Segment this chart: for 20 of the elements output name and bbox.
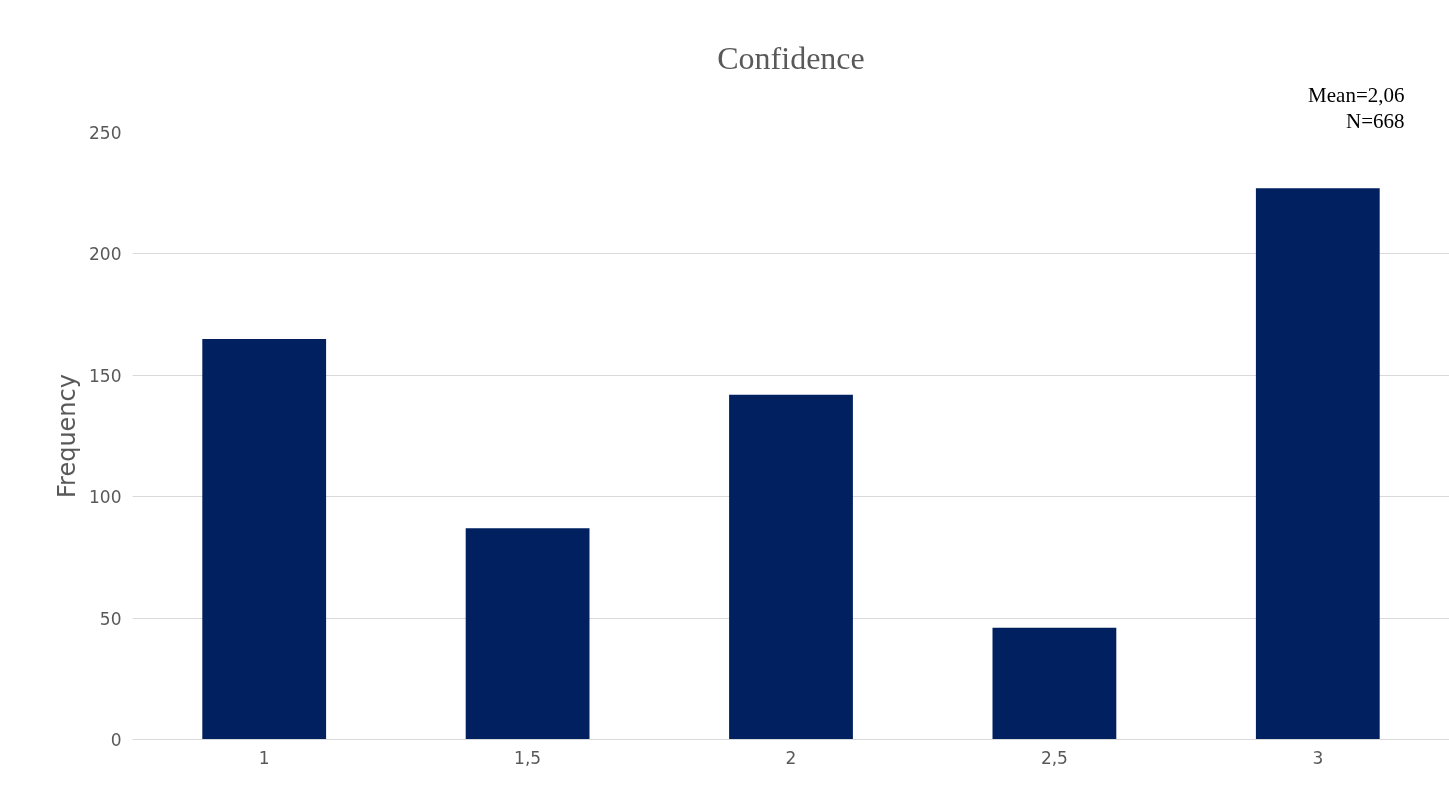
bar: [729, 394, 853, 740]
bar: [465, 528, 590, 740]
bar: [1255, 188, 1380, 740]
text: Mean=2,06: [1308, 82, 1405, 107]
x-tick-label: 2: [785, 747, 797, 768]
x-tick-label: 1: [258, 747, 270, 768]
y-tick-label: 0: [110, 730, 122, 750]
y-tick-label: 50: [99, 608, 122, 629]
annotation: N=668: [1345, 108, 1405, 133]
x-tick-label: 2,5: [1040, 747, 1068, 768]
y-tick-label: 250: [89, 123, 122, 143]
chart-title: Confidence: [717, 39, 865, 76]
y-tick-label: 200: [89, 244, 122, 265]
y-tick-label: 100: [89, 487, 122, 508]
y-tick-label: 150: [89, 365, 122, 386]
y-axis-title: Frequency: [53, 374, 82, 498]
x-tick-label: 1,5: [514, 747, 542, 768]
bar: [992, 627, 1117, 740]
x-tick-label: 3: [1312, 747, 1324, 768]
bar: [202, 338, 327, 740]
